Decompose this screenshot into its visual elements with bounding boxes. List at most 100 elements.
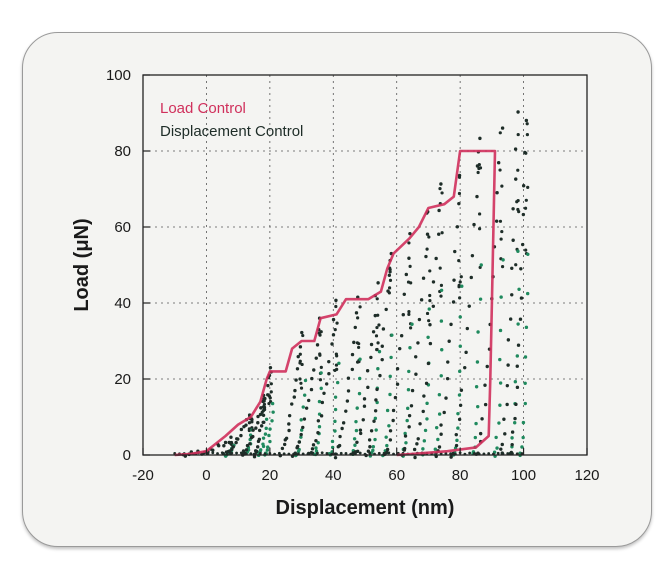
displacement-control-point [374,334,379,338]
displacement-control-point [480,417,484,421]
displacement-control-point [357,342,361,346]
displacement-control-point [511,207,515,211]
unloading-point [388,392,392,397]
displacement-control-point [391,408,396,413]
displacement-control-point [500,442,504,447]
displacement-control-point [333,455,338,460]
displacement-control-point [395,367,400,371]
baseline-point [377,451,381,455]
unloading-point [406,388,411,392]
unloading-point [455,438,459,443]
displacement-control-point [366,385,370,390]
x-tick-label: -20 [132,467,154,484]
displacement-control-point [428,299,432,303]
unloading-point [426,335,430,339]
displacement-control-point [434,256,438,261]
displacement-control-point [355,440,359,444]
x-tick-label: 100 [511,467,536,484]
displacement-control-point [299,386,304,390]
displacement-control-point [516,198,520,203]
unloading-point [456,426,460,430]
displacement-control-point [280,446,285,451]
displacement-control-point [257,437,262,442]
displacement-control-point [408,264,412,268]
unloading-point [423,428,428,433]
unloading-point [261,444,266,449]
baseline-point [211,451,215,455]
unloading-point [264,417,269,422]
displacement-control-point [316,419,321,423]
displacement-control-point [316,431,320,435]
unloading-point [296,449,301,454]
displacement-control-point [244,448,249,452]
baseline-point [277,451,281,455]
displacement-control-point [319,365,323,369]
unloading-point [513,380,518,384]
unloading-point [303,378,308,383]
displacement-control-point [338,434,342,439]
displacement-control-point [346,389,351,393]
unloading-point [333,407,338,412]
unloading-point [437,393,442,397]
displacement-control-point [373,313,377,318]
displacement-control-point [217,444,221,448]
baseline-point [520,452,524,455]
displacement-control-point [515,385,520,390]
displacement-control-point [318,333,322,337]
unloading-point [299,435,303,439]
displacement-control-point [516,132,520,137]
displacement-control-point [361,418,365,422]
y-tick-label: 0 [123,447,131,464]
displacement-control-point [334,352,338,356]
unloading-point [474,421,478,426]
x-tick-label: 40 [325,467,342,484]
displacement-control-point [287,428,291,433]
displacement-control-point [499,237,503,241]
x-tick-label: 120 [574,467,599,484]
displacement-control-point [439,432,443,436]
unloading-point [270,401,275,406]
displacement-control-point [311,443,316,447]
displacement-control-point [407,413,412,418]
legend-load-control: Load Control [160,100,246,117]
displacement-control-point [384,307,388,312]
unloading-point [330,439,335,444]
displacement-control-point [301,425,305,430]
displacement-control-point [439,182,443,186]
displacement-control-point [417,317,422,322]
unloading-point [333,429,337,433]
unloading-point [371,445,376,449]
unloading-point [390,333,394,337]
displacement-control-point [469,275,473,280]
chart-card [22,32,652,547]
displacement-control-point [519,296,524,300]
unloading-point [317,399,322,404]
displacement-control-point [222,444,226,448]
y-tick-label: 20 [114,371,131,388]
unloading-point [337,361,341,365]
displacement-control-point [428,323,432,327]
displacement-control-point [402,292,406,297]
displacement-control-point [458,403,463,407]
unloading-point [373,437,377,442]
displacement-control-point [298,377,302,381]
displacement-control-point [282,442,287,447]
displacement-control-point [304,406,309,410]
displacement-control-point [437,232,441,236]
displacement-control-point [290,402,294,406]
displacement-control-point [449,455,453,459]
unloading-point [516,249,520,253]
displacement-control-point [258,412,263,417]
displacement-control-point [407,312,411,316]
displacement-control-point [439,423,443,427]
displacement-control-point [259,424,264,428]
displacement-control-point [388,438,393,442]
unloading-point [460,284,464,288]
displacement-control-point [457,175,462,179]
displacement-control-point [355,449,360,454]
displacement-control-point [459,388,464,392]
unloading-point [499,295,503,299]
displacement-control-point [300,330,304,335]
